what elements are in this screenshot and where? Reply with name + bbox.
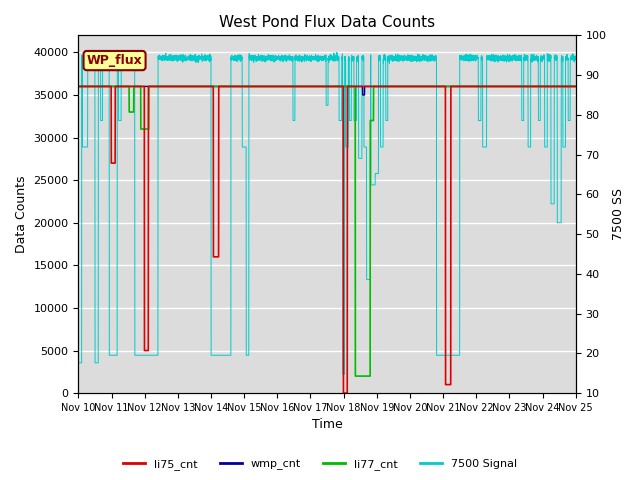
Y-axis label: Data Counts: Data Counts [15,176,28,253]
Title: West Pond Flux Data Counts: West Pond Flux Data Counts [219,15,435,30]
Y-axis label: 7500 SS: 7500 SS [612,188,625,240]
Legend: li75_cnt, wmp_cnt, li77_cnt, 7500 Signal: li75_cnt, wmp_cnt, li77_cnt, 7500 Signal [118,455,522,474]
Text: WP_flux: WP_flux [86,54,143,67]
X-axis label: Time: Time [312,419,342,432]
